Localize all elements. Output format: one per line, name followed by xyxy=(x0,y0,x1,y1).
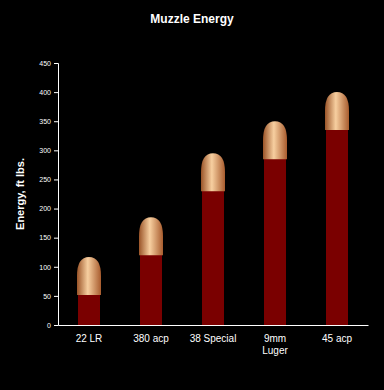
y-tick: 350 xyxy=(39,118,58,125)
bullet-tip xyxy=(201,153,225,191)
x-tick-label-line: 45 acp xyxy=(322,333,352,344)
chart-svg: 0 50 100 150 200 250 300 350 400 450 22 LR 380 acp 3… xyxy=(0,0,384,390)
x-tick-label-line: Luger xyxy=(262,345,288,356)
y-tick-mark xyxy=(54,209,58,210)
background xyxy=(0,0,384,390)
x-tick-label-line: 22 LR xyxy=(76,333,103,344)
chart-title: Muzzle Energy xyxy=(150,12,234,26)
bar xyxy=(264,155,286,325)
y-axis-line xyxy=(54,64,59,326)
y-tick-label: 0 xyxy=(47,322,51,329)
y-tick: 400 xyxy=(39,89,58,96)
y-tick-label: 50 xyxy=(43,293,51,300)
y-tick-mark xyxy=(54,325,58,326)
x-axis: 22 LR 380 acp 38 Special 9mmLuger 45 acp xyxy=(59,325,369,356)
bar xyxy=(326,126,348,325)
y-tick-mark xyxy=(54,63,58,64)
x-tick: 38 Special xyxy=(190,325,237,344)
x-tick-label-line: 38 Special xyxy=(190,333,237,344)
x-tick-label-line: 380 acp xyxy=(133,333,169,344)
y-tick-label: 250 xyxy=(39,176,51,183)
x-tick: 45 acp xyxy=(322,325,352,344)
y-tick-label: 350 xyxy=(39,118,51,125)
y-tick: 250 xyxy=(39,176,58,183)
x-tick-label: 45 acp xyxy=(322,333,352,344)
x-tick: 22 LR xyxy=(76,325,103,344)
y-tick: 300 xyxy=(39,147,58,154)
y-tick: 200 xyxy=(39,205,58,212)
y-tick-mark xyxy=(54,92,58,93)
chart-container: 0 50 100 150 200 250 300 350 400 450 22 LR 380 acp 3… xyxy=(0,0,384,390)
x-tick-label: 22 LR xyxy=(76,333,103,344)
y-tick-label: 200 xyxy=(39,205,51,212)
y-tick: 0 xyxy=(47,322,58,329)
bar xyxy=(140,251,162,325)
bullet-tip xyxy=(77,257,101,295)
plot: 0 50 100 150 200 250 300 350 400 450 22 LR 380 acp 3… xyxy=(39,60,368,356)
bullet-tip xyxy=(263,121,287,159)
y-tick: 50 xyxy=(43,293,58,300)
x-tick-label: 380 acp xyxy=(133,333,169,344)
y-axis-title: Energy, ft lbs. xyxy=(14,158,26,230)
y-tick-mark xyxy=(54,296,58,297)
x-tick: 380 acp xyxy=(133,325,169,344)
x-tick-label: 38 Special xyxy=(190,333,237,344)
bullet-tip xyxy=(325,92,349,130)
y-tick: 450 xyxy=(39,60,58,67)
y-tick-mark xyxy=(54,238,58,239)
y-tick-label: 150 xyxy=(39,234,51,241)
bullet-tip xyxy=(139,217,163,255)
bar xyxy=(202,187,224,325)
x-tick: 9mmLuger xyxy=(262,325,288,356)
bars xyxy=(77,92,349,325)
y-tick-label: 100 xyxy=(39,264,51,271)
x-tick-label: 9mmLuger xyxy=(262,333,288,356)
x-tick-label-line: 9mm xyxy=(264,333,286,344)
y-tick-label: 300 xyxy=(39,147,51,154)
y-tick-mark xyxy=(54,150,58,151)
y-axis: 0 50 100 150 200 250 300 350 400 450 xyxy=(39,60,58,329)
y-tick-mark xyxy=(54,179,58,180)
y-tick: 100 xyxy=(39,264,58,271)
y-tick-mark xyxy=(54,121,58,122)
y-tick-label: 400 xyxy=(39,89,51,96)
y-tick-label: 450 xyxy=(39,60,51,67)
y-tick-mark xyxy=(54,267,58,268)
bar xyxy=(78,291,100,325)
y-tick: 150 xyxy=(39,234,58,241)
x-axis-line xyxy=(59,325,369,326)
